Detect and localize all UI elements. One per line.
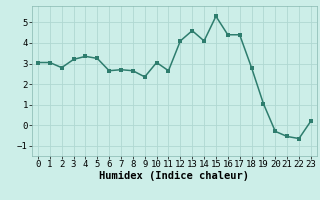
X-axis label: Humidex (Indice chaleur): Humidex (Indice chaleur) [100, 171, 249, 181]
